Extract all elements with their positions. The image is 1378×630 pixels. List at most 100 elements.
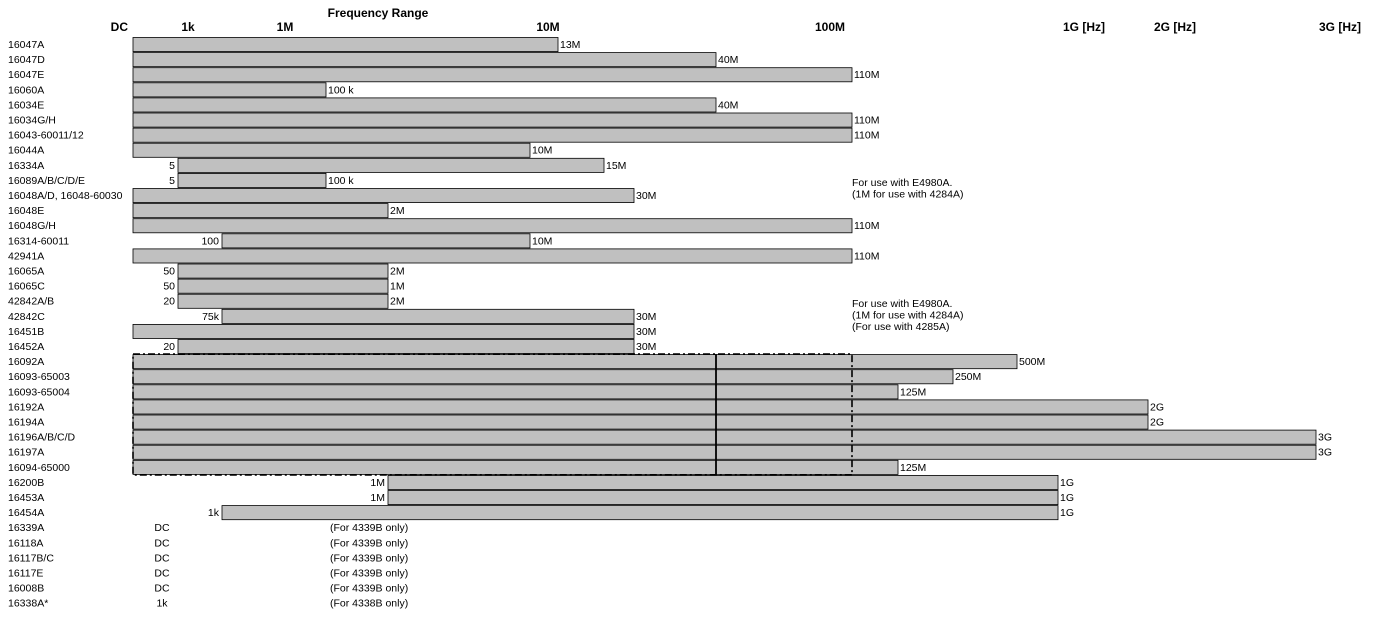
row-label: 16034G/H <box>8 115 56 127</box>
bar-start-label: 50 <box>163 281 175 293</box>
row-label: 16200B <box>8 477 44 489</box>
bar-end-label: 500M <box>1019 356 1045 368</box>
bar-end-label: 10M <box>532 145 552 157</box>
bar-end-label: 40M <box>718 99 738 111</box>
bar-end-label: 1G <box>1060 492 1074 504</box>
highlight-group <box>132 353 853 476</box>
range-bar <box>132 112 853 128</box>
bar-end-label: 30M <box>636 190 656 202</box>
side-note-line: (1M for use with 4284A) <box>852 309 963 321</box>
range-bar <box>132 82 327 98</box>
row-label: 16117E <box>8 568 43 580</box>
bar-start-label: 5 <box>169 175 175 187</box>
row-label: 16339A <box>8 522 44 534</box>
bar-end-label: 2M <box>390 266 405 278</box>
range-bar <box>132 444 1317 460</box>
axis-tick-label: 1k <box>181 20 195 34</box>
bar-end-label: 110M <box>854 250 880 262</box>
range-bar <box>132 384 899 400</box>
range-bar <box>132 459 899 475</box>
row-label: 16047D <box>8 54 45 66</box>
range-bar <box>221 233 531 249</box>
axis-tick-label: 2G [Hz] <box>1154 20 1196 34</box>
row-label: 16094-65000 <box>8 462 70 474</box>
bar-end-label: 125M <box>900 462 926 474</box>
row-start-label: DC <box>154 522 170 534</box>
range-bar <box>132 399 1149 415</box>
range-bar <box>132 248 853 264</box>
range-bar <box>177 293 389 309</box>
range-bar <box>132 354 1018 370</box>
side-note-line: (For use with 4285A) <box>852 321 949 333</box>
axis-tick-label: 10M <box>536 20 559 34</box>
axis-tick-label: 1M <box>277 20 294 34</box>
range-bar <box>132 67 853 83</box>
row-label: 16047E <box>8 69 44 81</box>
bar-end-label: 13M <box>560 39 580 51</box>
range-bar <box>387 490 1059 506</box>
row-label: 42842A/B <box>8 296 54 308</box>
bar-end-label: 2G <box>1150 417 1164 429</box>
row-start-label: DC <box>154 537 170 549</box>
bar-end-label: 1G <box>1060 507 1074 519</box>
row-label: 16043-60011/12 <box>8 130 84 142</box>
bar-end-label: 30M <box>636 311 656 323</box>
range-bar <box>221 505 1059 521</box>
bar-end-label: 15M <box>606 160 626 172</box>
axis-tick-label: 100M <box>815 20 845 34</box>
range-bar <box>387 474 1059 490</box>
row-label: 16118A <box>8 537 43 549</box>
range-bar <box>221 308 635 324</box>
row-label: 16451B <box>8 326 44 338</box>
row-label: 16334A <box>8 160 44 172</box>
bar-end-label: 3G <box>1318 447 1332 459</box>
row-label: 16454A <box>8 507 44 519</box>
side-note-line: (1M for use with 4284A) <box>852 189 963 201</box>
range-bar <box>132 37 559 53</box>
row-label: 16117B/C <box>8 552 54 564</box>
row-note: (For 4339B only) <box>330 568 408 580</box>
bar-start-label: 1M <box>370 477 385 489</box>
row-label: 16453A <box>8 492 44 504</box>
axis-tick-label: DC <box>111 20 129 34</box>
bar-end-label: 250M <box>955 371 981 383</box>
row-start-label: 1k <box>156 598 168 610</box>
bar-rows: 16047A 13M 16047D 40M 16047E 110M 16060A 100 k 1… <box>8 37 1332 610</box>
row-note: (For 4339B only) <box>330 552 408 564</box>
bar-end-label: 110M <box>854 69 880 81</box>
bar-start-label: 20 <box>163 341 175 353</box>
bar-end-label: 2M <box>390 296 405 308</box>
bar-start-label: 1k <box>208 507 220 519</box>
bar-end-label: 10M <box>532 235 552 247</box>
range-bar <box>132 52 717 68</box>
bar-end-label: 2M <box>390 205 405 217</box>
range-bar <box>177 339 635 355</box>
row-label: 16089A/B/C/D/E <box>8 175 85 187</box>
frequency-axis: DC 1k 1M 10M 100M 1G [Hz] 2G [Hz] 3G [Hz] <box>111 20 1361 34</box>
row-start-label: DC <box>154 552 170 564</box>
row-start-label: DC <box>154 568 170 580</box>
range-bar <box>132 429 1317 445</box>
row-label: 16338A* <box>8 598 48 610</box>
row-label: 16092A <box>8 356 44 368</box>
axis-tick-label: 1G [Hz] <box>1063 20 1105 34</box>
bar-end-label: 1G <box>1060 477 1074 489</box>
row-label: 16197A <box>8 447 44 459</box>
bar-start-label: 100 <box>201 235 219 247</box>
row-label: 16048A/D, 16048-60030 <box>8 190 123 202</box>
row-label: 16048G/H <box>8 220 56 232</box>
range-bar <box>177 157 605 173</box>
bar-end-label: 2G <box>1150 401 1164 413</box>
row-label: 16194A <box>8 417 44 429</box>
bar-end-label: 40M <box>718 54 738 66</box>
side-note-line: For use with E4980A. <box>852 177 952 189</box>
axis-tick-label: 3G [Hz] <box>1319 20 1361 34</box>
row-label: 16047A <box>8 39 44 51</box>
range-bar <box>177 172 327 188</box>
range-bar <box>132 142 531 158</box>
row-note: (For 4339B only) <box>330 537 408 549</box>
bar-start-label: 5 <box>169 160 175 172</box>
range-bar <box>132 218 853 234</box>
row-note: (For 4338B only) <box>330 598 408 610</box>
